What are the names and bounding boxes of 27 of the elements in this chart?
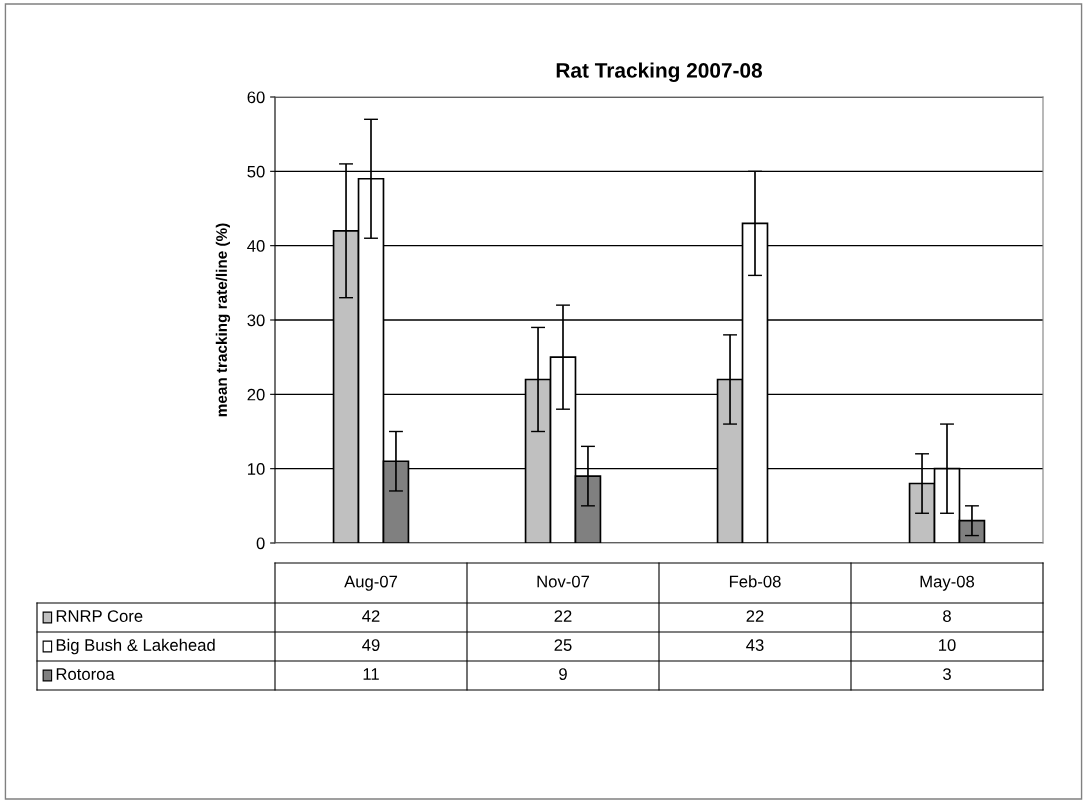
y-tick-label: 30 [247, 314, 265, 327]
x-tick-label: Aug-07 [344, 575, 398, 591]
data-label: 22 [554, 610, 572, 622]
x-tick-label: Feb-08 [729, 575, 781, 588]
y-tick-label: 20 [247, 388, 265, 401]
data-label: 42 [362, 610, 380, 622]
y-tick-label: 40 [247, 240, 265, 252]
legend-label: RNRP Core [56, 610, 143, 622]
x-tick-label: May-08 [920, 575, 975, 591]
data-label: 3 [943, 668, 951, 680]
data-label: 25 [554, 639, 572, 651]
y-tick-label: 50 [247, 165, 265, 178]
data-label: 22 [746, 610, 764, 622]
data-label: 49 [362, 639, 380, 651]
x-tick-label: Nov-07 [537, 575, 590, 588]
y-tick-label: 0 [256, 537, 265, 550]
y-tick-label: 10 [248, 463, 265, 475]
legend-label: Big Bush & Lakehead [56, 638, 215, 655]
chart-title: Rat Tracking 2007-08 [556, 62, 763, 82]
y-axis-title: mean tracking rate/line (%) [215, 223, 231, 417]
data-label: 43 [746, 639, 764, 651]
data-label: 8 [943, 610, 951, 622]
data-label: 11 [363, 668, 379, 680]
data-label: 10 [939, 639, 956, 651]
y-tick-label: 60 [247, 91, 265, 104]
legend-label: Rotoroa [56, 668, 115, 680]
data-label: 9 [559, 668, 567, 680]
